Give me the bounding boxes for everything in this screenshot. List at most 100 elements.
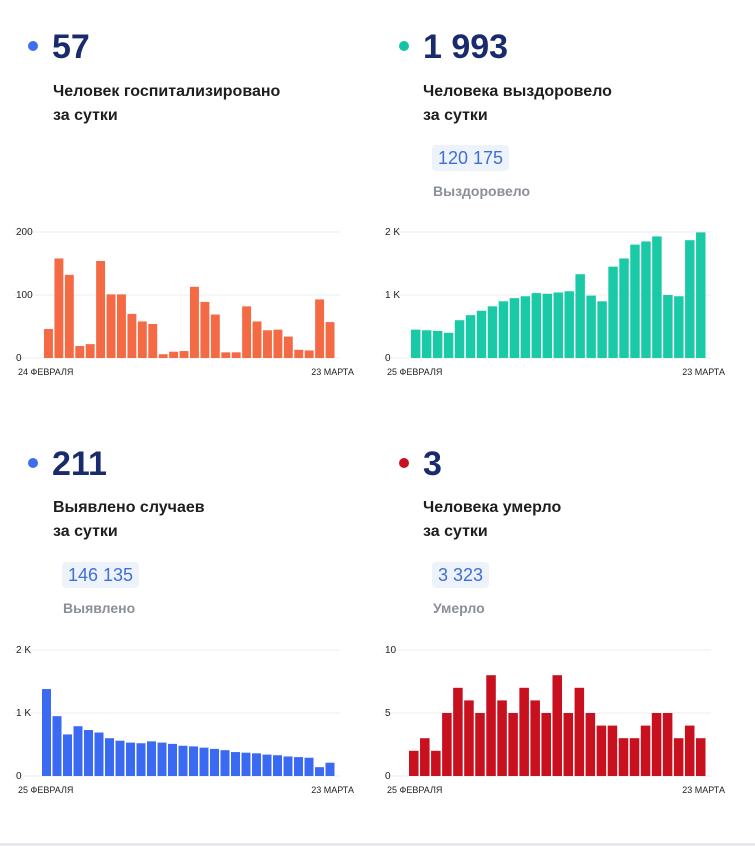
deaths-bar — [552, 675, 563, 776]
recovered-bar — [608, 266, 618, 358]
bottom-divider — [0, 843, 755, 846]
hospitalized-bar — [325, 322, 335, 358]
cases-bar — [94, 732, 104, 776]
card-hospitalized: 57 Человек госпитализировано за сутки — [0, 0, 340, 400]
cases-bar — [231, 752, 240, 776]
cases-bar — [126, 742, 135, 776]
deaths-chart: 10 5 0 25 ФЕВРАЛЯ 23 МАРТА — [383, 645, 725, 795]
hospitalized-bar — [106, 294, 116, 358]
deaths-bar — [662, 713, 673, 776]
hospitalized-bar — [252, 321, 262, 358]
hospitalized-bar — [190, 286, 199, 358]
recovered-bar — [630, 244, 640, 358]
hospitalized-bar — [200, 301, 210, 358]
cases-bar — [63, 734, 72, 776]
recovered-bar — [454, 320, 465, 358]
cases-bar — [241, 752, 251, 776]
cases-y-tick-label: 1 K — [16, 708, 31, 719]
deaths-bar — [519, 687, 529, 776]
recovered-bar — [619, 258, 629, 358]
cases-bar — [115, 740, 125, 776]
hospitalized-bar — [283, 336, 293, 358]
recovered-bar — [597, 301, 607, 358]
deaths-bar — [486, 675, 496, 776]
cases-dot — [28, 458, 38, 468]
cases-y-tick-label: 0 — [16, 771, 22, 782]
hospitalized-value: 57 — [52, 28, 90, 66]
recovered-bar — [509, 298, 520, 358]
deaths-bar — [431, 750, 441, 776]
recovered-description: Человека выздоровело за сутки — [423, 80, 683, 128]
deaths-bar — [409, 750, 419, 776]
recovered-bar — [443, 332, 454, 358]
recovered-desc-line1: Человека выздоровело — [423, 83, 612, 100]
cases-x-start-label: 25 ФЕВРАЛЯ — [18, 785, 73, 795]
hospitalized-bar — [148, 323, 158, 358]
hospitalized-bar — [169, 351, 179, 358]
hospitalized-desc-line2: за сутки — [53, 107, 118, 124]
deaths-bar — [607, 725, 618, 776]
deaths-bar — [629, 738, 640, 776]
deaths-bar — [442, 713, 452, 776]
recovered-total-label: Выздоровело — [433, 183, 531, 199]
cases-bar — [210, 748, 219, 776]
cases-bar — [178, 745, 188, 776]
recovered-bar — [432, 330, 443, 358]
recovered-y-tick-label: 2 K — [385, 227, 400, 238]
recovered-bar — [520, 296, 531, 358]
hospitalized-dot — [28, 41, 38, 51]
deaths-bar — [420, 738, 430, 776]
deaths-bar — [453, 687, 463, 776]
hospitalized-bar — [117, 294, 126, 358]
hospitalized-bar — [231, 352, 241, 358]
recovered-desc-line2: за сутки — [423, 107, 488, 124]
deaths-bar — [541, 713, 551, 776]
deaths-bar — [585, 713, 596, 776]
deaths-desc-line2: за сутки — [423, 523, 488, 540]
recovered-bar — [476, 310, 487, 358]
deaths-bar — [640, 725, 651, 776]
card-cases: 211 Выявлено случаев за сутки 146 135 Вы… — [0, 420, 340, 820]
deaths-y-tick-label: 0 — [385, 771, 391, 782]
deaths-bar — [497, 700, 507, 776]
deaths-bar — [508, 713, 518, 776]
recovered-bar — [531, 293, 542, 358]
recovered-bar — [696, 232, 706, 358]
hospitalized-bar — [273, 329, 283, 358]
hospitalized-bar — [54, 258, 64, 358]
deaths-bar — [464, 700, 474, 776]
hospitalized-bar — [64, 274, 74, 358]
card-deaths: 3 Человека умерло за сутки 3 323 Умерло — [378, 420, 718, 820]
cases-desc-line1: Выявлено случаев — [53, 499, 205, 516]
hospitalized-x-end-label: 23 МАРТА — [311, 367, 354, 377]
deaths-bar — [563, 713, 574, 776]
cases-value: 211 — [52, 445, 107, 483]
recovered-bar — [575, 274, 585, 358]
cases-bar — [42, 689, 51, 776]
cases-bar — [294, 757, 303, 776]
hospitalized-desc-line1: Человек госпитализировано — [53, 83, 281, 100]
hospitalized-bar — [263, 330, 272, 358]
cases-chart: 2 K 1 K 0 25 ФЕВРАЛЯ 23 МАРТА — [14, 645, 354, 795]
cases-x-end-label: 23 МАРТА — [311, 785, 354, 795]
deaths-bar — [618, 738, 629, 776]
hospitalized-bar — [179, 351, 189, 358]
recovered-bar — [411, 329, 421, 358]
recovered-bar — [663, 295, 673, 358]
deaths-description: Человека умерло за сутки — [423, 496, 683, 544]
deaths-y-tick-label: 10 — [385, 645, 397, 656]
hospitalized-bar — [158, 354, 168, 358]
cases-bar — [283, 756, 293, 776]
recovered-bar — [652, 236, 662, 358]
hospitalized-y-tick-label: 200 — [16, 227, 33, 238]
recovered-bar — [685, 240, 695, 358]
cases-bar — [304, 757, 314, 776]
cases-bar — [220, 750, 230, 776]
deaths-bar — [596, 725, 607, 776]
deaths-bar — [695, 738, 706, 776]
deaths-bar — [475, 713, 485, 776]
recovered-bar — [542, 293, 553, 358]
cases-bar — [84, 730, 93, 776]
recovered-y-tick-label: 0 — [385, 353, 391, 364]
hospitalized-bar — [96, 260, 106, 358]
